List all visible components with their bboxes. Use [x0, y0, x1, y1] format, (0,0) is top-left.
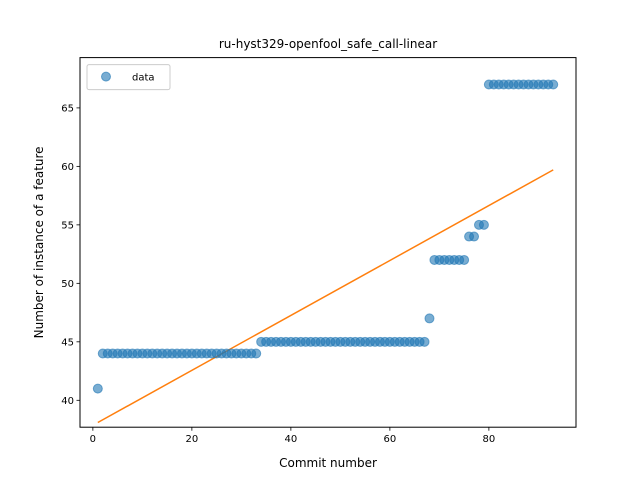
- x-tick-label: 20: [186, 434, 199, 445]
- y-axis-label: Number of instance of a feature: [32, 146, 46, 338]
- y-tick-label: 65: [61, 103, 74, 114]
- y-tick-label: 55: [61, 220, 74, 231]
- data-point: [548, 79, 559, 90]
- fit-line: [97, 169, 554, 424]
- legend-box: [86, 64, 171, 91]
- y-tick-label: 50: [61, 279, 74, 290]
- y-axis-ticks: 40 45 50 55 60 65: [61, 103, 80, 407]
- x-axis-ticks: 0 20 40 60 80: [90, 427, 496, 445]
- data-point: [251, 348, 262, 359]
- y-tick-label: 45: [61, 337, 74, 348]
- x-tick-label: 40: [285, 434, 298, 445]
- x-tick-label: 80: [483, 434, 496, 445]
- data-point: [424, 313, 435, 324]
- y-tick-label: 60: [61, 162, 74, 173]
- legend-marker-data: [101, 71, 111, 82]
- data-points-layer: [92, 79, 559, 394]
- y-tick-label: 40: [61, 396, 74, 407]
- chart-title: ru-hyst329-openfool_safe_call-linear: [219, 37, 437, 51]
- data-point: [459, 254, 470, 265]
- x-axis-label: Commit number: [279, 456, 377, 470]
- data-point: [469, 231, 480, 242]
- plot-frame: [79, 57, 577, 428]
- legend-label-data: data: [132, 72, 155, 83]
- legend: data: [86, 64, 171, 91]
- x-tick-label: 60: [384, 434, 397, 445]
- fit-line-layer: [97, 169, 554, 424]
- data-point: [478, 219, 489, 230]
- data-point: [419, 336, 430, 347]
- data-point: [92, 383, 103, 394]
- x-tick-label: 0: [90, 434, 96, 445]
- plot-area: [80, 57, 576, 428]
